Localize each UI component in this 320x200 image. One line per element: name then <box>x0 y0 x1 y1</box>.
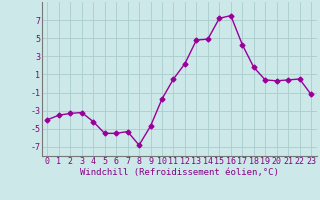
X-axis label: Windchill (Refroidissement éolien,°C): Windchill (Refroidissement éolien,°C) <box>80 168 279 177</box>
